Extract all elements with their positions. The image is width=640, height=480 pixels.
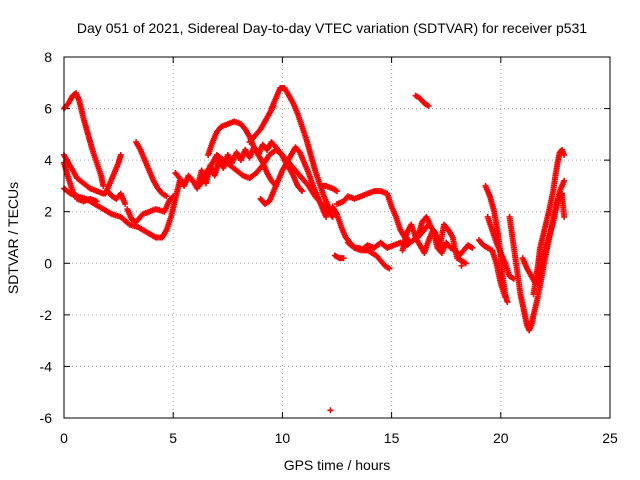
data-point bbox=[340, 255, 347, 262]
data-point bbox=[425, 102, 432, 109]
data-points bbox=[61, 84, 568, 414]
data-point bbox=[462, 260, 469, 267]
data-point bbox=[458, 262, 465, 269]
y-tick-label: 2 bbox=[44, 204, 52, 220]
series-arc-7 bbox=[133, 139, 170, 200]
y-tick-label: -2 bbox=[40, 307, 53, 323]
data-point bbox=[163, 193, 170, 200]
x-tick-label: 5 bbox=[169, 430, 177, 446]
series-outlier-a bbox=[412, 92, 432, 109]
data-point bbox=[270, 102, 277, 109]
axes bbox=[63, 56, 611, 419]
data-point bbox=[504, 298, 511, 305]
x-tick-label: 20 bbox=[493, 430, 509, 446]
series-afternoon-6 bbox=[414, 213, 469, 267]
series-evening-3 bbox=[484, 213, 517, 282]
data-point bbox=[327, 407, 334, 414]
data-point bbox=[117, 151, 124, 158]
x-tick-label: 15 bbox=[384, 430, 400, 446]
data-point bbox=[386, 265, 393, 272]
data-point bbox=[122, 200, 129, 207]
series-arc-13 bbox=[318, 182, 340, 195]
series-afternoon-3 bbox=[331, 252, 347, 262]
series-outlier-b bbox=[327, 407, 334, 414]
data-point bbox=[469, 244, 476, 251]
series-arc-5 bbox=[102, 151, 124, 197]
data-point bbox=[334, 188, 340, 195]
data-point bbox=[561, 151, 568, 158]
y-tick-label: 0 bbox=[44, 255, 52, 271]
y-tick-label: 8 bbox=[44, 49, 52, 65]
y-tick-label: -4 bbox=[40, 358, 53, 374]
x-axis-label: GPS time / hours bbox=[284, 457, 391, 473]
y-axis-label: SDTVAR / TECUs bbox=[5, 182, 21, 294]
chart-title: Day 051 of 2021, Sidereal Day-to-day VTE… bbox=[77, 20, 587, 36]
data-point bbox=[170, 193, 177, 200]
series-afternoon-1 bbox=[329, 203, 393, 272]
x-tick-label: 25 bbox=[602, 430, 618, 446]
series-arc-6 bbox=[124, 193, 177, 226]
y-tick-label: 4 bbox=[44, 152, 52, 168]
data-point bbox=[323, 213, 330, 220]
series-arc-4 bbox=[61, 177, 183, 241]
series-evening-6 bbox=[530, 146, 568, 298]
grid bbox=[64, 57, 610, 418]
series-arc-10 bbox=[257, 144, 330, 220]
data-point bbox=[100, 182, 107, 189]
data-point bbox=[299, 188, 306, 195]
data-point bbox=[561, 177, 568, 184]
tick-labels: 0 5 10 15 20 25 -6 -4 -2 0 2 4 6 8 bbox=[40, 49, 618, 446]
series-arc-12 bbox=[246, 102, 277, 146]
x-tick-label: 10 bbox=[275, 430, 291, 446]
x-tick-label: 0 bbox=[60, 430, 68, 446]
plot-frame bbox=[63, 56, 611, 419]
data-point bbox=[561, 213, 568, 220]
y-tick-label: 6 bbox=[44, 101, 52, 117]
y-tick-label: -6 bbox=[40, 410, 53, 426]
series-arc-1 bbox=[61, 90, 107, 189]
series-outlier-c bbox=[458, 262, 465, 269]
